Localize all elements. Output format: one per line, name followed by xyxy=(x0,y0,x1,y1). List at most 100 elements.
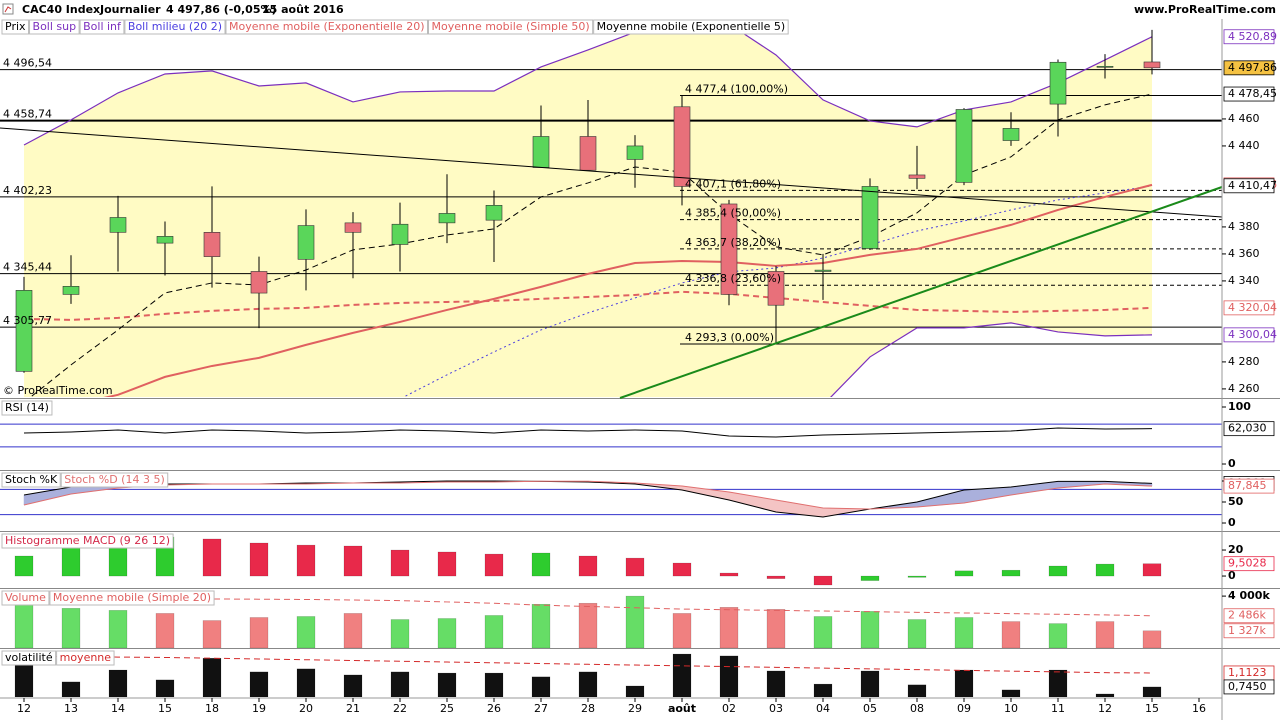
price-badge-label: 4 300,04 xyxy=(1228,328,1277,341)
x-tick-label: 16 xyxy=(1192,702,1206,715)
candle-body xyxy=(1096,65,1114,68)
price-badge-label: 4 478,45 xyxy=(1228,87,1277,100)
y-tick-label: 4 380 xyxy=(1228,220,1260,233)
source-link[interactable]: www.ProRealTime.com xyxy=(1134,3,1276,16)
series-line xyxy=(103,183,1153,397)
candle-body xyxy=(297,225,315,260)
bar xyxy=(578,555,598,577)
y-tick-label: 4 360 xyxy=(1228,247,1260,260)
price-badge-label: 1,1123 xyxy=(1228,666,1267,679)
legend-label: Moyenne mobile (Exponentielle 20) xyxy=(229,20,425,33)
legend-box xyxy=(1,400,53,416)
candle-body xyxy=(109,217,127,233)
x-tick-label: 14 xyxy=(111,702,125,715)
bar xyxy=(343,674,363,697)
x-tick-label: 27 xyxy=(534,702,548,715)
x-tick-label: 12 xyxy=(17,702,31,715)
bar xyxy=(1048,669,1068,697)
bar xyxy=(61,681,81,697)
bar xyxy=(813,575,833,586)
legend-box xyxy=(124,19,226,35)
candle-body xyxy=(15,290,33,372)
bar xyxy=(296,544,316,577)
bar xyxy=(860,611,880,648)
bar xyxy=(766,670,786,697)
price-badge xyxy=(1223,679,1275,695)
panel xyxy=(0,423,1222,448)
bar xyxy=(719,655,739,697)
bar xyxy=(202,657,222,697)
x-tick-label: 12 xyxy=(1098,702,1112,715)
price-badge xyxy=(1223,178,1275,194)
bar xyxy=(860,670,880,697)
bar xyxy=(390,671,410,697)
retracement-label: 4 363,7 (38,20%) xyxy=(685,236,781,249)
x-tick-label: 02 xyxy=(722,702,736,715)
price-badge xyxy=(1223,421,1275,437)
trend-line xyxy=(619,186,1223,399)
bar xyxy=(907,619,927,648)
legend-box xyxy=(1,19,30,35)
legend-label: Moyenne mobile (Simple 20) xyxy=(53,591,211,604)
x-tick-label: 22 xyxy=(393,702,407,715)
date: 15 août 2016 xyxy=(262,3,344,16)
y-tick-label: 4 260 xyxy=(1228,382,1260,395)
legend-label: Stoch %K xyxy=(5,473,58,486)
series-line xyxy=(23,427,1153,438)
legend-label: Histogramme MACD (9 26 12) xyxy=(5,534,170,547)
bar xyxy=(61,608,81,648)
bar xyxy=(202,538,222,577)
bar xyxy=(531,603,551,648)
legend-box xyxy=(49,590,215,606)
bar xyxy=(1095,693,1115,697)
y-tick-label: 4 000k xyxy=(1228,589,1270,602)
price-badge xyxy=(1223,29,1275,45)
price-badge-label: 4 410,47 xyxy=(1228,179,1277,192)
x-tick-label: 21 xyxy=(346,702,360,715)
candle-body xyxy=(626,145,644,160)
bar xyxy=(437,672,457,697)
level-label: 4 402,23 xyxy=(3,184,52,197)
bar xyxy=(766,575,786,579)
retracement-label: 4 336,8 (23,60%) xyxy=(685,272,781,285)
bar xyxy=(343,545,363,577)
level-label: 4 305,77 xyxy=(3,314,52,327)
price-badge xyxy=(1223,300,1275,316)
level-label: 4 496,54 xyxy=(3,57,52,70)
x-tick-label: 19 xyxy=(252,702,266,715)
legend-box xyxy=(1,590,50,606)
candle-body xyxy=(391,223,409,245)
x-tick-label: 05 xyxy=(863,702,877,715)
price-badge xyxy=(1223,556,1275,572)
candle-body xyxy=(720,203,738,295)
candle-body xyxy=(344,222,362,233)
bar xyxy=(625,595,645,648)
bar xyxy=(954,570,974,577)
y-tick-label: 4 340 xyxy=(1228,274,1260,287)
x-tick-label: 25 xyxy=(440,702,454,715)
panel xyxy=(14,653,1162,697)
price-badge-label: 62,030 xyxy=(1228,422,1267,435)
x-tick-label: 28 xyxy=(581,702,595,715)
bar xyxy=(437,618,457,648)
candle-body xyxy=(673,106,691,187)
x-tick-label: 18 xyxy=(205,702,219,715)
y-tick-label: 4 280 xyxy=(1228,355,1260,368)
bar xyxy=(14,555,34,577)
x-tick-label: 26 xyxy=(487,702,501,715)
legend-box xyxy=(225,19,428,35)
retracement-label: 4 477,4 (100,00%) xyxy=(685,82,788,95)
legend-label: Boll inf xyxy=(83,20,122,33)
series-line xyxy=(830,322,1153,397)
bar xyxy=(390,549,410,577)
candle-body xyxy=(156,236,174,244)
legend-box xyxy=(1,650,57,666)
instrument-title: CAC40 Index xyxy=(22,3,100,16)
legend-box xyxy=(593,19,789,35)
bar xyxy=(155,613,175,648)
y-tick-label: 4 440 xyxy=(1228,139,1260,152)
y-tick-label: 0 xyxy=(1228,569,1236,582)
y-tick-label: 20 xyxy=(1228,543,1244,556)
bar xyxy=(1048,623,1068,648)
